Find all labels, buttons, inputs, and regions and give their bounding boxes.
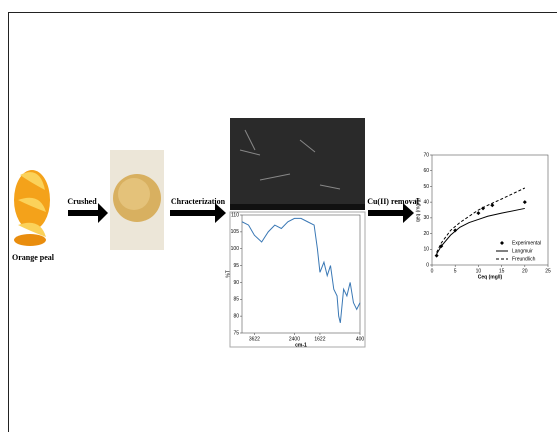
legend-marker xyxy=(500,241,504,245)
y-tick-label: 105 xyxy=(231,229,240,235)
y-tick-label: 60 xyxy=(423,168,429,174)
y-tick-label: 20 xyxy=(423,231,429,237)
y-tick-label: 110 xyxy=(231,212,239,218)
x-tick-label: 400 xyxy=(356,336,365,342)
x-tick-label: 5 xyxy=(454,268,457,274)
legend-label: Freundlich xyxy=(512,256,536,262)
y-axis-label: qeq (mg/g) xyxy=(415,198,421,223)
y-tick-label: 10 xyxy=(423,247,429,253)
data-point xyxy=(476,211,480,215)
x-tick-label: 0 xyxy=(431,268,434,274)
y-tick-label: 90 xyxy=(233,280,239,286)
y-tick-label: 85 xyxy=(233,297,239,303)
x-tick-label: 25 xyxy=(545,268,551,274)
node-label: Orange peal xyxy=(12,253,55,262)
y-tick-label: 30 xyxy=(423,215,429,221)
arrow-label: Cu(II) removal xyxy=(367,197,419,206)
legend-label: Experimental xyxy=(512,240,541,246)
y-tick-label: 70 xyxy=(423,152,429,158)
graphical-abstract: Orange peal Crushed Chracterization Cu(I… xyxy=(0,0,557,432)
data-point xyxy=(490,203,494,207)
data-point xyxy=(523,200,527,204)
x-axis-label: cm-1 xyxy=(295,342,307,348)
y-tick-label: 75 xyxy=(233,330,239,336)
x-tick-label: 1622 xyxy=(314,336,325,342)
y-tick-label: 95 xyxy=(233,263,239,269)
x-axis-label: Ceq (mg/l) xyxy=(478,274,503,280)
arrow-label: Crushed xyxy=(67,197,97,206)
y-tick-label: 50 xyxy=(423,184,429,190)
y-tick-label: 80 xyxy=(233,313,239,319)
data-point xyxy=(435,254,439,258)
sem-image xyxy=(230,118,365,210)
x-tick-label: 3622 xyxy=(249,336,260,342)
y-tick-label: 40 xyxy=(423,199,429,205)
ftir-panel xyxy=(230,212,365,347)
x-tick-label: 20 xyxy=(522,268,528,274)
y-tick-label: 0 xyxy=(426,262,429,268)
legend-label: Langmuir xyxy=(512,248,533,254)
page: Orange peal Crushed Chracterization Cu(I… xyxy=(0,0,557,432)
y-tick-label: 100 xyxy=(231,246,240,252)
arrow-label: Chracterization xyxy=(171,197,226,206)
y-axis-label: %T xyxy=(225,270,231,278)
powder-image xyxy=(110,150,164,250)
orange-peel-image xyxy=(14,170,50,246)
